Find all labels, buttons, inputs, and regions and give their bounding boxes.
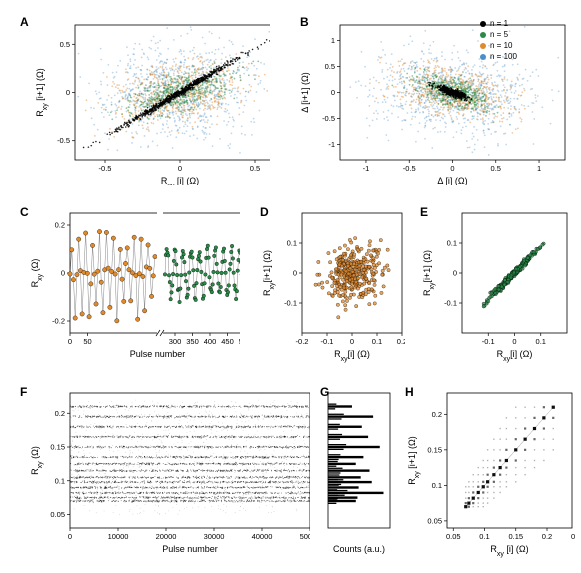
legend-dot [480, 32, 486, 38]
legend-dot [480, 21, 486, 27]
legend-item: n = 1 [480, 18, 517, 29]
svg-text:0.5: 0.5 [60, 40, 70, 49]
legend-item: n = 5 [480, 29, 517, 40]
legend-label: n = 5 [490, 30, 508, 39]
svg-text:-0.5: -0.5 [322, 114, 335, 123]
svg-text:Rxy [i] (Ω): Rxy [i] (Ω) [161, 176, 199, 185]
svg-text:0.5: 0.5 [491, 164, 501, 173]
panel-E: E-0.100.1-0.100.1Rxy[i] (Ω)Rxy[i+1] (Ω) [420, 205, 570, 365]
legend: n = 1 n = 5 n = 10 n = 100 [480, 18, 517, 62]
panel-H: H0.050.10.150.20.250.050.10.150.2Rxy [i]… [405, 385, 575, 560]
svg-text:-1: -1 [363, 164, 370, 173]
legend-item: n = 10 [480, 40, 517, 51]
svg-text:Δ [i] (Ω): Δ [i] (Ω) [437, 176, 467, 185]
legend-label: n = 1 [490, 19, 508, 28]
svg-text:0.5: 0.5 [250, 164, 260, 173]
svg-text:1: 1 [537, 164, 541, 173]
svg-text:-0.5: -0.5 [403, 164, 416, 173]
panel-A: A-0.500.5-0.500.5Rxy [i] (Ω)Rxy [i+1] (Ω… [20, 15, 270, 185]
legend-dot [480, 54, 486, 60]
panel-D: D-0.2-0.100.10.2-0.100.1Rxy[i] (Ω)Rxy[i+… [260, 205, 405, 365]
svg-text:Rxy [i+1] (Ω): Rxy [i+1] (Ω) [35, 68, 49, 117]
svg-text:0: 0 [450, 164, 454, 173]
svg-text:-1: -1 [328, 140, 335, 149]
legend-dot [480, 43, 486, 49]
svg-text:0: 0 [66, 88, 70, 97]
svg-text:1: 1 [331, 36, 335, 45]
panel-G: GCounts (a.u.) [320, 385, 395, 560]
legend-item: n = 100 [480, 51, 517, 62]
svg-text:0.5: 0.5 [325, 62, 335, 71]
legend-label: n = 100 [490, 52, 517, 61]
svg-text:0: 0 [331, 88, 335, 97]
panel-C: C050300350400450500-0.200.2Pulse numberR… [20, 205, 240, 365]
svg-text:-0.5: -0.5 [99, 164, 112, 173]
svg-text:0: 0 [178, 164, 182, 173]
panel-F: F010000200003000040000500000.050.10.150.… [20, 385, 310, 560]
svg-text:-0.5: -0.5 [57, 136, 70, 145]
svg-text:Δ [i+1] (Ω): Δ [i+1] (Ω) [300, 72, 310, 113]
panel-B: B-1-0.500.51-1-0.500.51Δ [i] (Ω)Δ [i+1] … [300, 15, 570, 185]
legend-label: n = 10 [490, 41, 512, 50]
